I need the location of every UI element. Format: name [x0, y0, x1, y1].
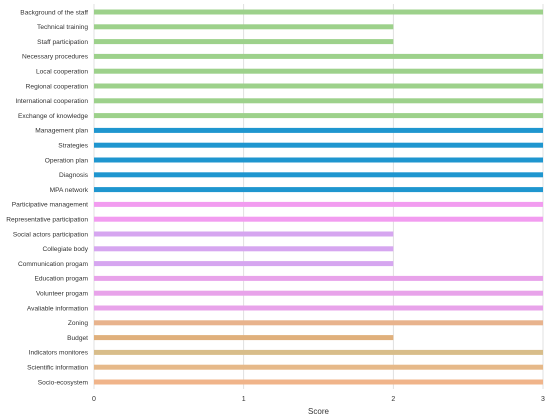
category-label: Regional cooperation: [26, 83, 89, 90]
category-label: Operation plan: [45, 157, 89, 164]
bar-7: [94, 98, 543, 104]
bar-11: [94, 157, 543, 163]
category-label: Social actors participation: [13, 231, 88, 238]
bar-23: [94, 335, 394, 341]
bar-20: [94, 290, 543, 296]
bar-12: [94, 172, 543, 178]
category-label: MPA network: [50, 187, 89, 194]
category-label: Collegiate body: [43, 246, 89, 253]
category-labels: Background of the staff Technical trainin…: [6, 9, 88, 386]
bar-18: [94, 261, 394, 267]
category-label: Socio-ecosystem: [38, 379, 89, 386]
category-label: Budget: [67, 335, 88, 342]
category-label: Zoning: [68, 320, 88, 327]
bar-9: [94, 127, 543, 133]
category-label: Management plan: [35, 128, 88, 135]
category-label: Exchange of knowledge: [18, 113, 88, 120]
bar-13: [94, 187, 543, 193]
bar-21: [94, 305, 543, 311]
category-label: Education progam: [34, 276, 88, 283]
bar-2: [94, 24, 394, 30]
category-label: Background of the staff: [20, 9, 88, 16]
bars: [94, 9, 543, 385]
bar-5: [94, 68, 543, 74]
category-label: Necessary procedures: [22, 54, 89, 61]
bar-1: [94, 9, 543, 15]
category-label: Local cooperation: [36, 69, 88, 76]
gridlines: [93, 4, 544, 389]
category-label: Representative participation: [6, 217, 88, 224]
category-label: Technical training: [37, 24, 88, 31]
bar-6: [94, 83, 543, 89]
bar-14: [94, 201, 543, 207]
x-tick-label: 3: [541, 396, 545, 403]
category-label: Staff participation: [37, 39, 88, 46]
bar-17: [94, 246, 394, 252]
bar-22: [94, 320, 543, 326]
bar-3: [94, 39, 394, 45]
x-axis-title: Score: [308, 407, 329, 416]
bar-26: [94, 379, 543, 385]
bar-19: [94, 275, 543, 281]
category-label: Avaliable information: [27, 305, 88, 312]
category-label: Scientific information: [27, 365, 88, 372]
category-label: Participative management: [12, 202, 88, 209]
category-label: Communication progam: [18, 261, 89, 268]
bar-25: [94, 364, 543, 370]
x-tick-label: 1: [242, 396, 246, 403]
category-label: Indicators monitores: [29, 350, 89, 357]
x-tick-label: 2: [391, 396, 395, 403]
bar-4: [94, 53, 543, 59]
bar-10: [94, 142, 543, 148]
bar-15: [94, 216, 543, 222]
category-label: International cooperation: [15, 98, 88, 105]
category-label: Diagnosis: [59, 172, 89, 179]
x-tick-labels: 0 1 2 3: [92, 396, 545, 403]
category-label: Strategies: [58, 143, 88, 150]
bar-16: [94, 231, 394, 237]
category-label: Volunteer progam: [36, 291, 89, 298]
bar-24: [94, 349, 543, 355]
x-tick-label: 0: [92, 396, 96, 403]
bar-8: [94, 113, 543, 119]
